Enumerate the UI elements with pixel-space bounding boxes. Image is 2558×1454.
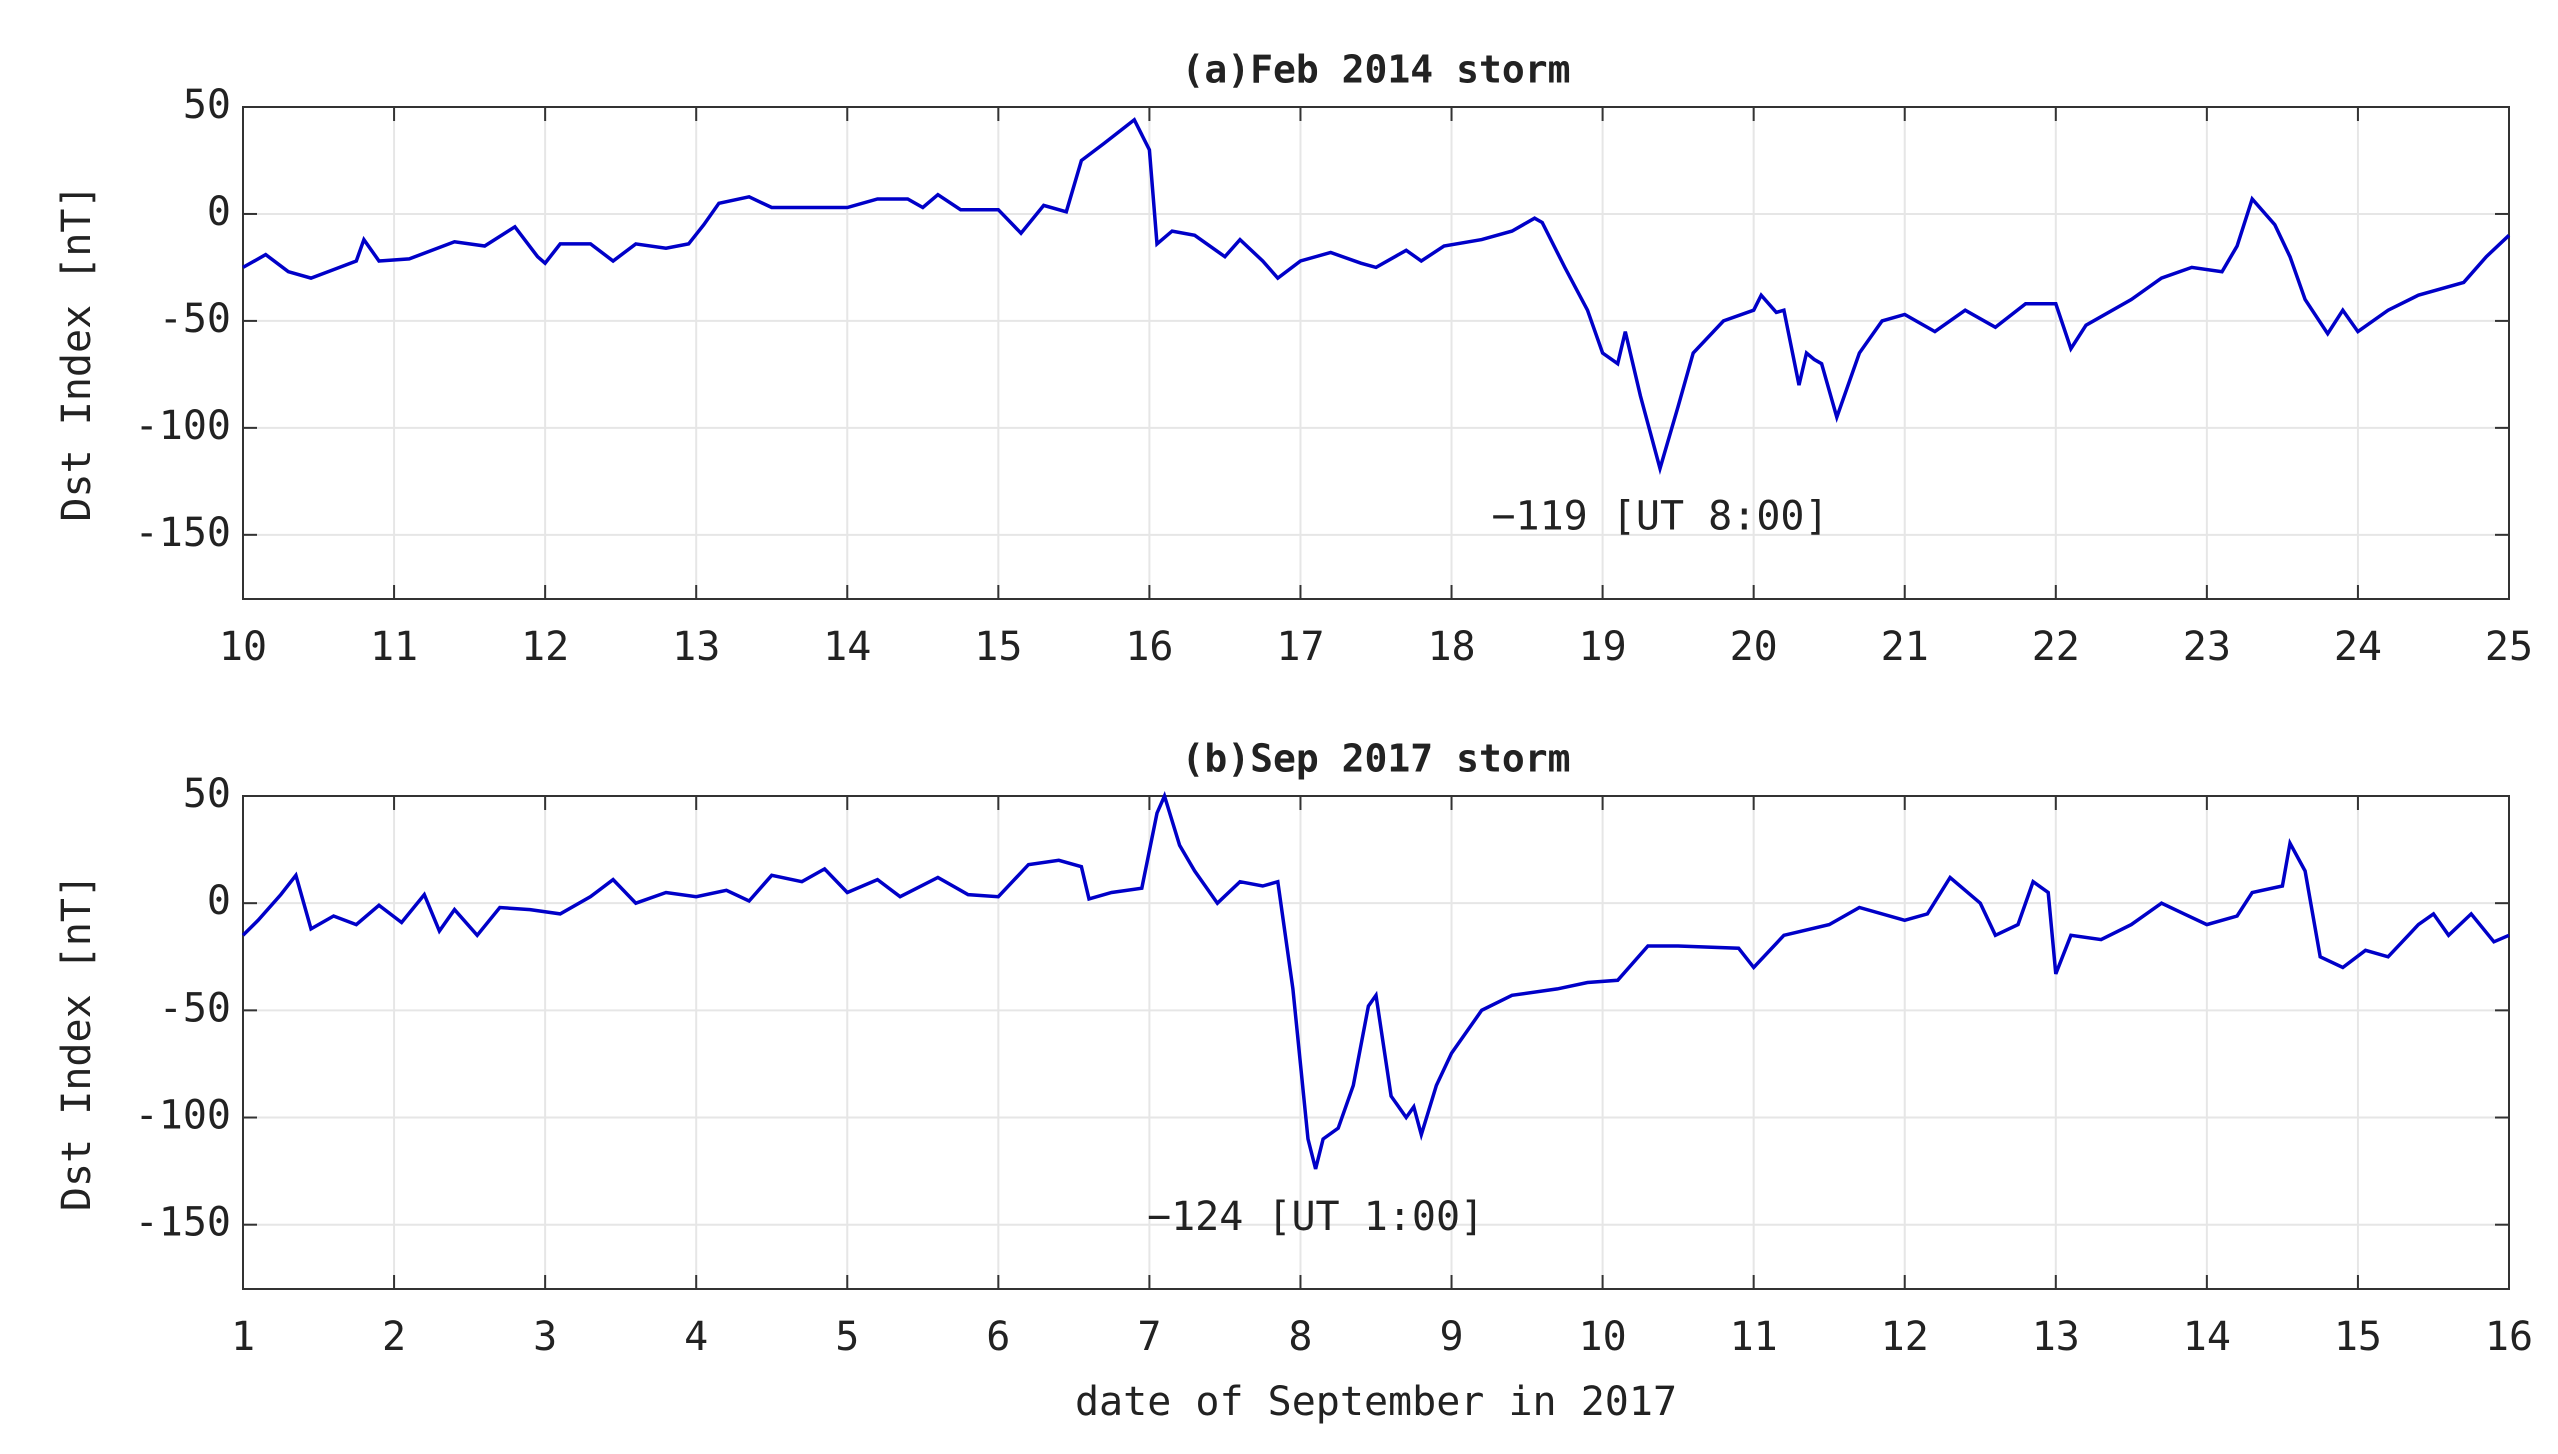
y-tick-label: -150 [135, 510, 231, 556]
x-tick-label: 4 [684, 1314, 708, 1360]
x-tick-label: 11 [370, 624, 418, 670]
x-tick-label: 16 [2485, 1314, 2533, 1360]
chart-title: (a)Feb 2014 storm [1182, 48, 1571, 92]
x-tick-label: 15 [2334, 1314, 2382, 1360]
data-line [241, 790, 2510, 1170]
x-tick-label: 20 [1730, 624, 1778, 670]
x-tick-label: 1 [231, 1314, 255, 1360]
x-tick-label: 10 [219, 624, 267, 670]
x-tick-label: 10 [1579, 1314, 1627, 1360]
x-tick-label: 15 [974, 624, 1022, 670]
x-tick-label: 17 [1276, 624, 1324, 670]
annotation: −124 [UT 1:00] [1147, 1194, 1484, 1240]
y-tick-label: -100 [135, 1093, 231, 1139]
x-tick-label: 21 [1881, 624, 1929, 670]
chart-title: (b)Sep 2017 storm [1182, 737, 1571, 781]
x-tick-label: 7 [1137, 1314, 1161, 1360]
x-tick-label: 5 [835, 1314, 859, 1360]
x-tick-label: 13 [672, 624, 720, 670]
x-tick-label: 18 [1427, 624, 1475, 670]
x-tick-label: 24 [2334, 624, 2382, 670]
x-tick-label: 6 [986, 1314, 1010, 1360]
y-tick-label: -50 [159, 296, 231, 342]
x-tick-label: 13 [2032, 1314, 2080, 1360]
y-tick-label: -50 [159, 985, 231, 1031]
annotation: −119 [UT 8:00] [1491, 494, 1828, 540]
x-tick-label: 3 [533, 1314, 557, 1360]
data-line [242, 117, 2511, 475]
x-tick-label: 14 [2183, 1314, 2231, 1360]
x-tick-label: 14 [823, 624, 871, 670]
x-tick-label: 16 [1125, 624, 1173, 670]
x-tick-label: 12 [1881, 1314, 1929, 1360]
y-tick-label: 50 [183, 82, 231, 128]
y-tick-label: 50 [183, 771, 231, 817]
x-tick-label: 19 [1579, 624, 1627, 670]
x-tick-label: 11 [1730, 1314, 1778, 1360]
x-tick-label: 25 [2485, 624, 2533, 670]
x-tick-label: 22 [2032, 624, 2080, 670]
plot-area [243, 796, 2509, 1289]
y-tick-label: -100 [135, 403, 231, 449]
y-tick-label: 0 [207, 878, 231, 924]
x-axis-label: date of September in 2017 [1075, 1379, 1677, 1425]
y-tick-label: -150 [135, 1200, 231, 1246]
axes-box [242, 106, 2510, 600]
x-tick-label: 8 [1288, 1314, 1312, 1360]
plot-area [243, 107, 2509, 599]
x-tick-label: 12 [521, 624, 569, 670]
y-axis-label: Dst Index [nT] [54, 184, 100, 521]
x-tick-label: 2 [382, 1314, 406, 1360]
y-axis-label: Dst Index [nT] [54, 874, 100, 1211]
x-tick-label: 9 [1439, 1314, 1463, 1360]
axes-box [242, 795, 2510, 1290]
x-tick-label: 23 [2183, 624, 2231, 670]
y-tick-label: 0 [207, 189, 231, 235]
